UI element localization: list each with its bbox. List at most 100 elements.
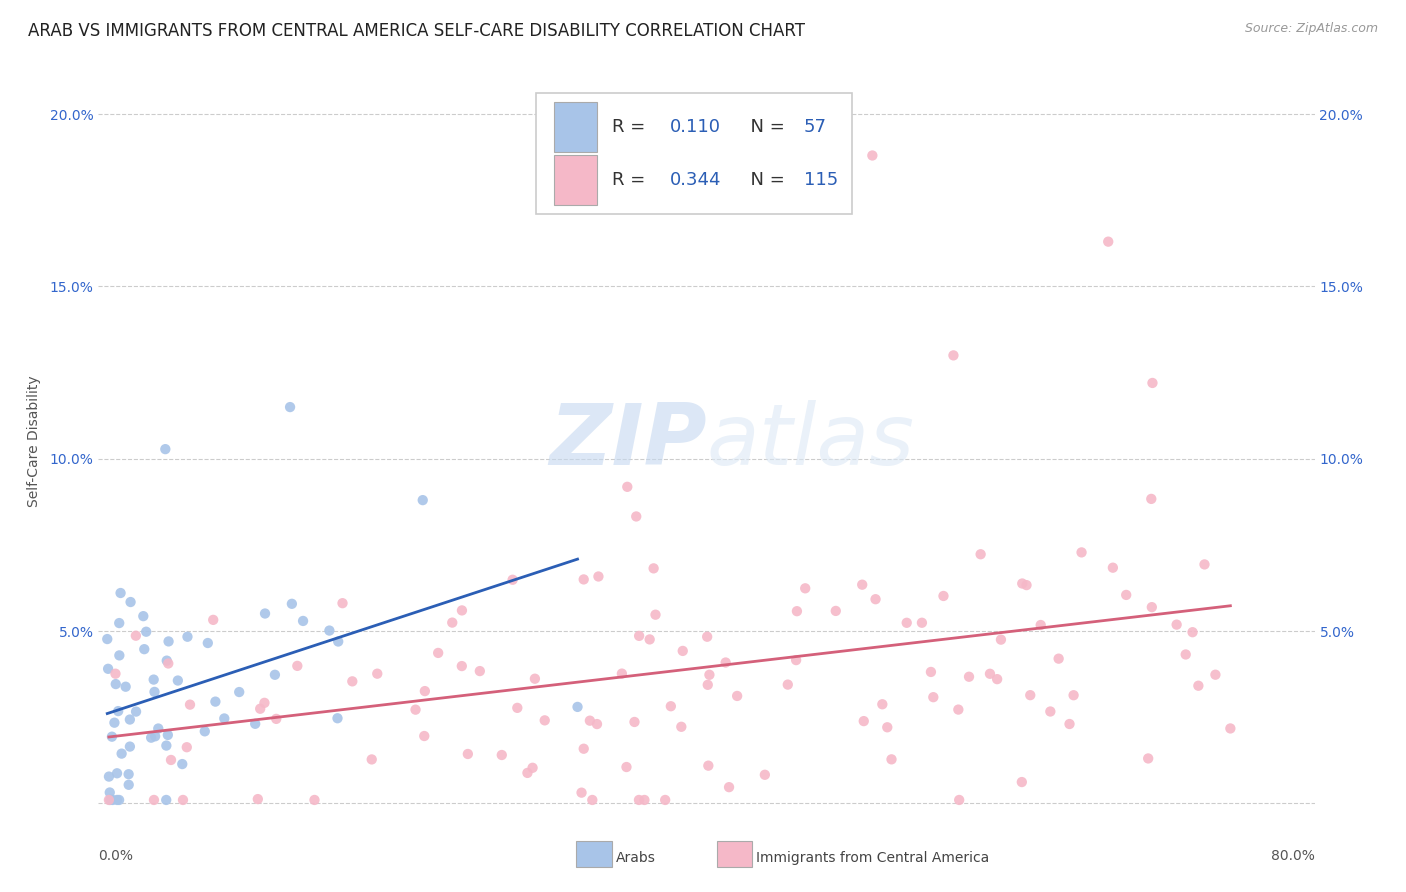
- Point: [104, 677, 127, 691]
- Point: [360, 752, 382, 766]
- Point: [427, 646, 450, 660]
- Point: [572, 741, 595, 756]
- Point: [1219, 722, 1241, 736]
- Point: [880, 752, 903, 766]
- Point: [155, 442, 177, 457]
- Text: 0.0%: 0.0%: [98, 849, 134, 863]
- Point: [581, 793, 603, 807]
- Point: [264, 712, 287, 726]
- Point: [172, 757, 194, 772]
- Point: [155, 793, 177, 807]
- Point: [134, 642, 156, 657]
- Text: Arabs: Arabs: [616, 851, 655, 865]
- Point: [1204, 667, 1226, 681]
- Point: [588, 569, 610, 583]
- Point: [1039, 705, 1062, 719]
- Point: [304, 793, 326, 807]
- Point: [97, 662, 120, 676]
- Point: [172, 793, 194, 807]
- Point: [98, 793, 121, 807]
- Point: [623, 714, 645, 729]
- Point: [228, 685, 250, 699]
- Point: [328, 634, 350, 648]
- Point: [896, 615, 918, 630]
- Point: [108, 793, 131, 807]
- Point: [1140, 600, 1163, 615]
- Point: [450, 659, 472, 673]
- Point: [522, 761, 544, 775]
- Point: [1070, 545, 1092, 559]
- Point: [139, 731, 162, 745]
- Point: [281, 597, 304, 611]
- Text: Source: ZipAtlas.com: Source: ZipAtlas.com: [1244, 22, 1378, 36]
- Point: [1137, 751, 1160, 765]
- Point: [118, 739, 141, 754]
- Point: [157, 634, 180, 648]
- Point: [957, 670, 980, 684]
- Point: [1059, 717, 1081, 731]
- Point: [132, 609, 155, 624]
- Point: [786, 604, 808, 618]
- Text: R =: R =: [612, 171, 651, 189]
- Point: [204, 695, 226, 709]
- Point: [105, 793, 128, 807]
- Point: [697, 758, 720, 772]
- Point: [922, 690, 945, 705]
- Text: 80.0%: 80.0%: [1271, 849, 1315, 863]
- Point: [292, 614, 315, 628]
- Point: [659, 699, 682, 714]
- Point: [1140, 491, 1163, 506]
- Point: [616, 760, 638, 774]
- Point: [865, 592, 887, 607]
- Point: [160, 753, 183, 767]
- Point: [97, 793, 120, 807]
- Point: [1063, 688, 1085, 702]
- Text: atlas: atlas: [707, 400, 914, 483]
- Point: [176, 630, 198, 644]
- Point: [142, 673, 165, 687]
- Point: [103, 715, 125, 730]
- Point: [105, 766, 128, 780]
- Point: [468, 664, 491, 678]
- Point: [860, 148, 883, 162]
- Point: [1166, 617, 1188, 632]
- Point: [948, 793, 970, 807]
- Point: [326, 711, 349, 725]
- Point: [699, 667, 721, 681]
- Point: [157, 657, 180, 671]
- Point: [516, 765, 538, 780]
- Point: [979, 666, 1001, 681]
- Point: [654, 793, 676, 807]
- Point: [644, 607, 666, 622]
- Point: [142, 793, 165, 807]
- Point: [911, 615, 934, 630]
- Point: [366, 666, 388, 681]
- Point: [785, 653, 807, 667]
- Point: [643, 561, 665, 575]
- Text: 57: 57: [804, 118, 827, 136]
- Point: [1011, 775, 1033, 789]
- Point: [948, 703, 970, 717]
- Point: [117, 767, 139, 781]
- Text: N =: N =: [740, 171, 790, 189]
- Point: [1181, 625, 1204, 640]
- Point: [155, 739, 177, 753]
- Point: [412, 493, 434, 508]
- Point: [342, 674, 364, 689]
- Point: [986, 672, 1008, 686]
- Point: [101, 730, 124, 744]
- Point: [118, 713, 141, 727]
- Point: [451, 603, 474, 617]
- Point: [96, 632, 118, 646]
- Point: [264, 667, 287, 681]
- Point: [571, 786, 593, 800]
- Text: 115: 115: [804, 171, 838, 189]
- Point: [1187, 679, 1209, 693]
- Point: [120, 595, 142, 609]
- Point: [876, 720, 898, 734]
- Point: [638, 632, 661, 647]
- Point: [628, 629, 651, 643]
- Point: [108, 616, 131, 631]
- Text: 0.344: 0.344: [671, 171, 721, 189]
- Point: [1142, 376, 1164, 390]
